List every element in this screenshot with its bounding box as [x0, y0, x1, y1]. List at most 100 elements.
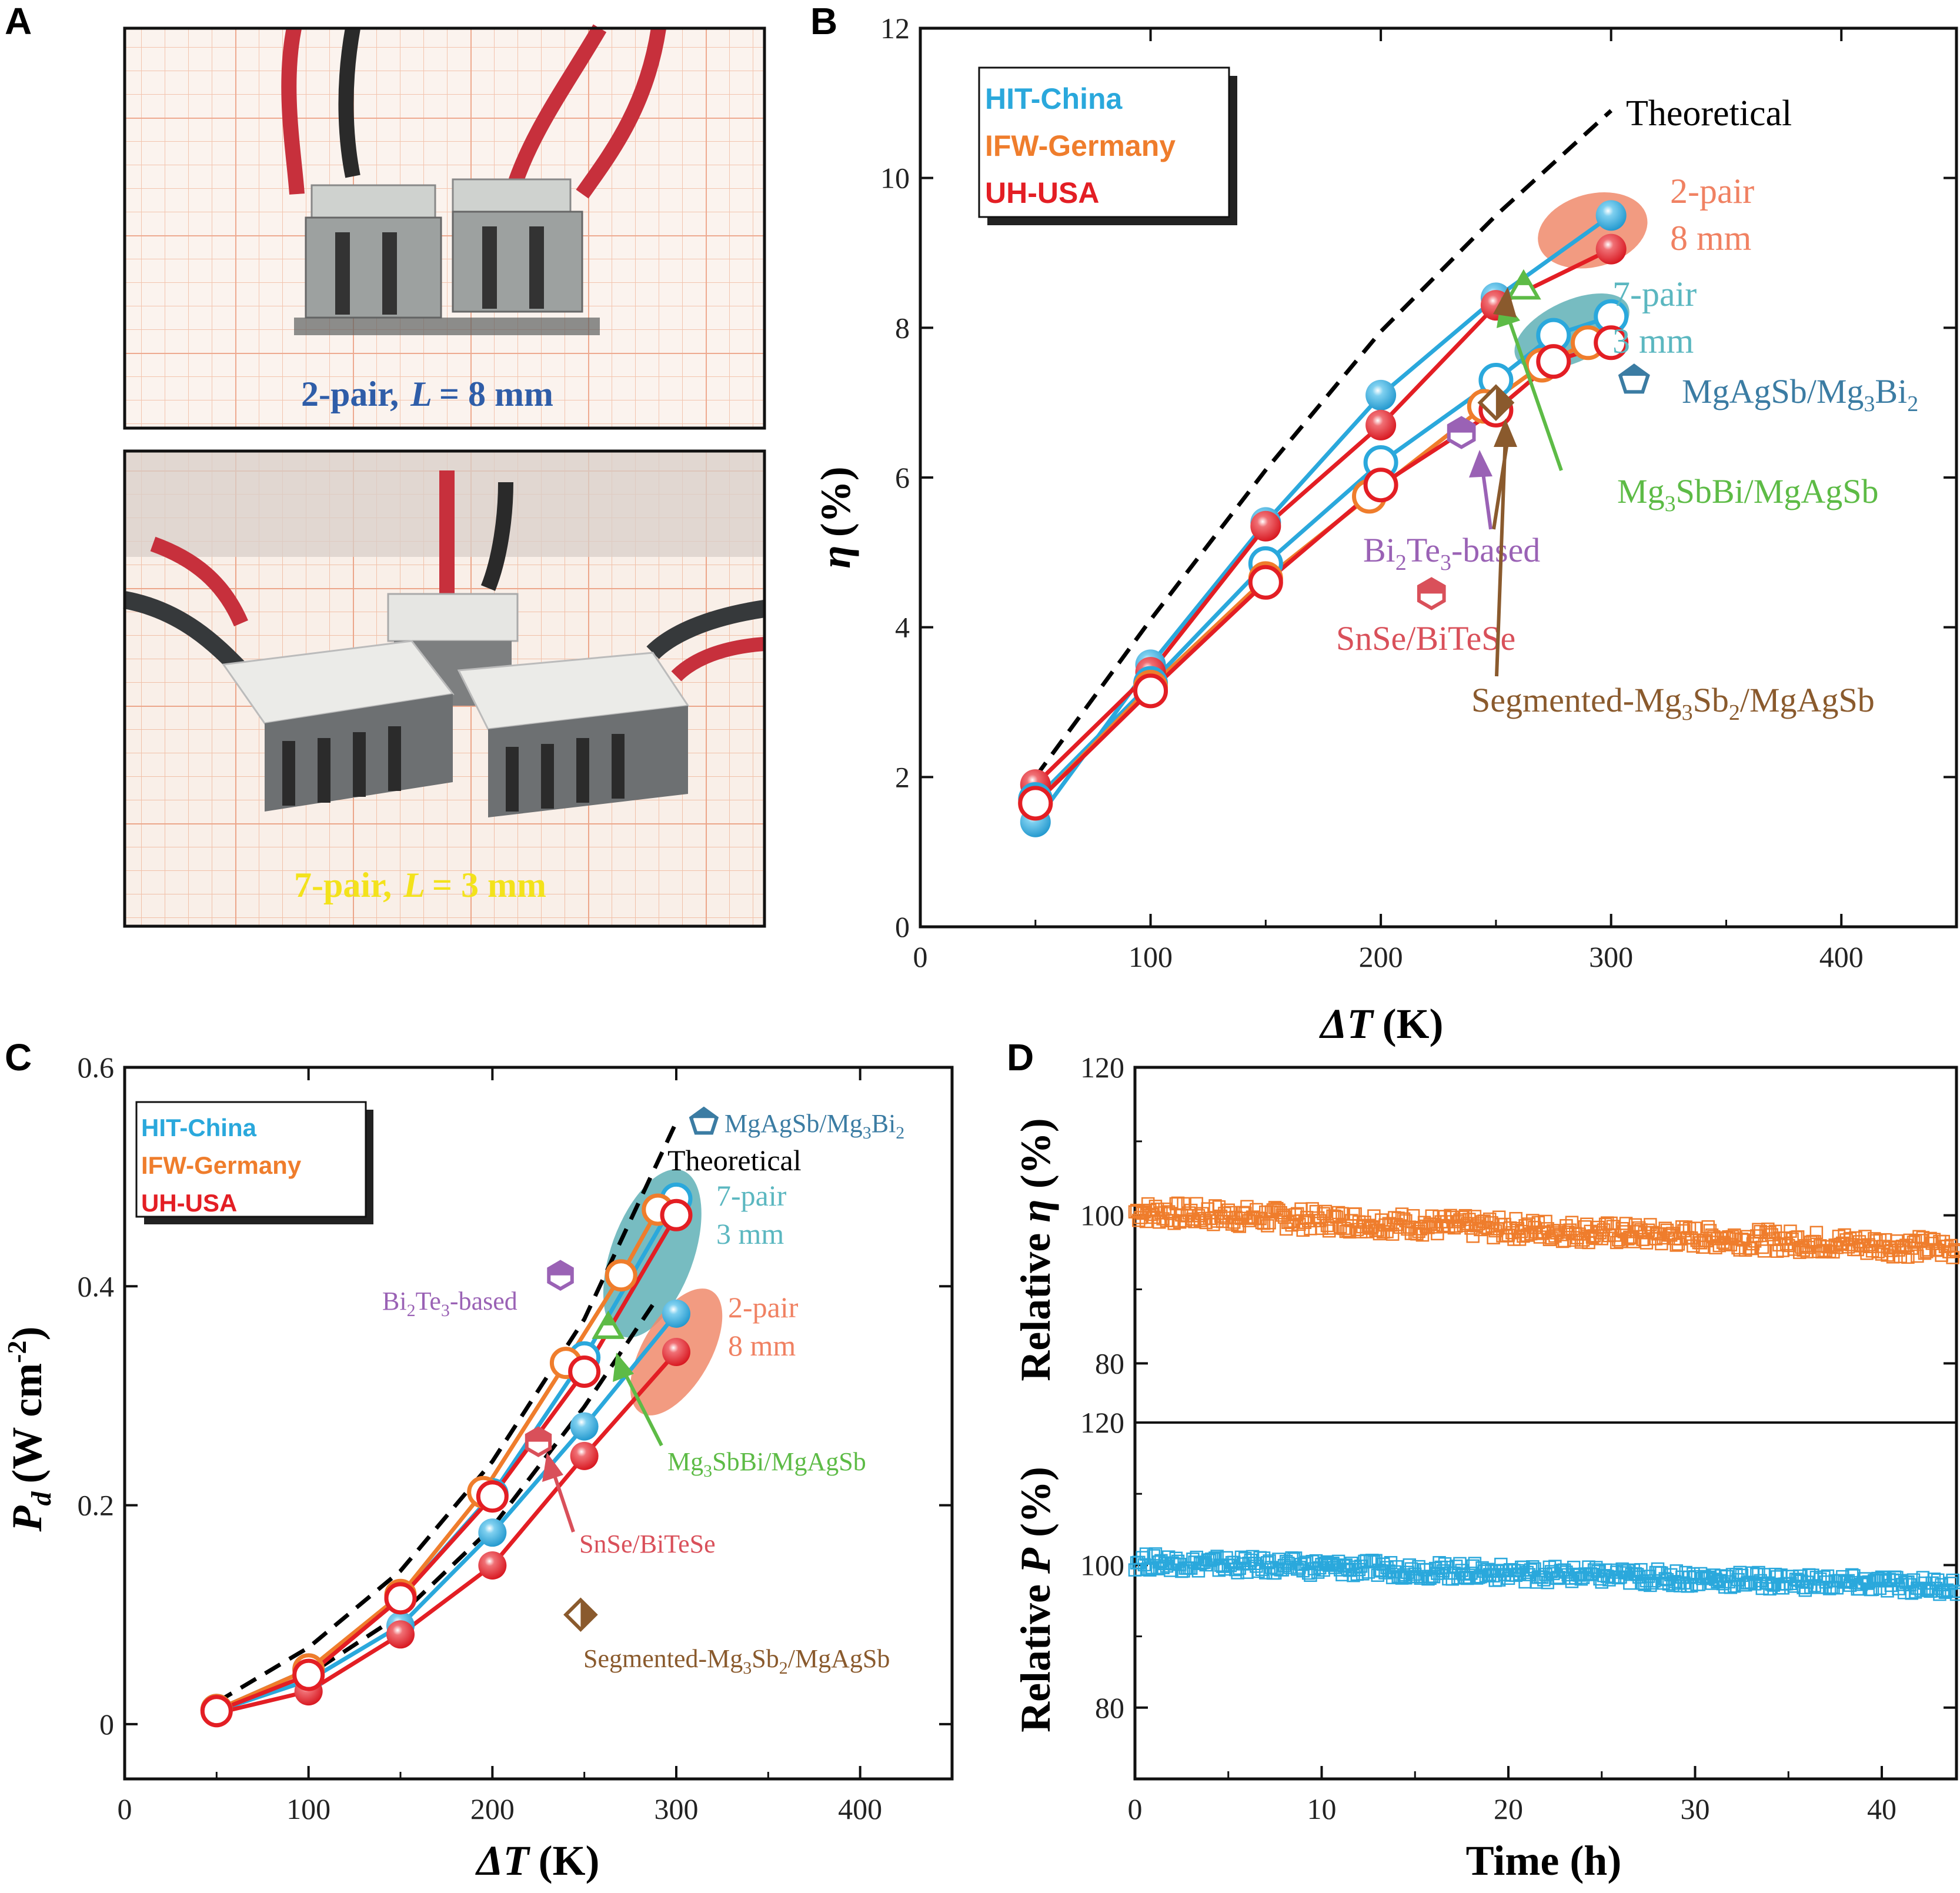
c-point-uh-open [476, 1480, 509, 1513]
chart-b-ylabel: η(%) [812, 466, 859, 568]
d-point-eta [1250, 1203, 1263, 1217]
b-ref-mg3sbbi-mgagsb [1506, 269, 1541, 300]
legend-c-ifw: IFW-Germany [141, 1151, 302, 1179]
d-point-eta [1727, 1228, 1741, 1242]
b-point-uh-open [1536, 344, 1571, 379]
c-theoretical-line-0 [215, 1121, 679, 1704]
c-point-uh-filled [570, 1441, 599, 1470]
d-point-p [1949, 1587, 1960, 1601]
c-ref-mgagsb-mg3bi2-fill [691, 1109, 717, 1119]
label-b-7pair-len: 3 mm [1612, 322, 1694, 360]
c-point-hit-filled [570, 1412, 599, 1441]
b-ytick-label: 2 [895, 760, 910, 793]
c-series-line-uh-filled [216, 1350, 678, 1715]
label-c-bi2te3: Bi2Te3-based [382, 1287, 517, 1320]
d-point-p [1468, 1557, 1482, 1570]
b-point-uh-open [1018, 786, 1053, 821]
label-c-segmented: Segmented-Mg3Sb2/MgAgSb [583, 1644, 890, 1678]
legend-c-hit: HIT-China [141, 1114, 257, 1141]
d-point-eta [1948, 1243, 1960, 1257]
label-c-snse: SnSe/BiTeSe [579, 1530, 716, 1558]
chart-c-xlabel: ΔT (K) [475, 1837, 599, 1884]
c-xtick-label: 400 [838, 1792, 882, 1825]
c-point-ifw-open [605, 1259, 637, 1292]
d-point-eta [1331, 1206, 1345, 1220]
b-ytick-label: 6 [895, 461, 910, 494]
b-point-uh-open [1363, 468, 1398, 503]
c-point-uh-open [660, 1198, 693, 1231]
label-b-7pair: 7-pair [1612, 275, 1697, 313]
b-point-uh-open [1248, 565, 1283, 600]
d-point-eta [1619, 1217, 1633, 1230]
d-ytick-label: 80 [1095, 1347, 1124, 1380]
c-point-uh-open [200, 1695, 233, 1728]
chart-d-xlabel: Time (h) [1466, 1837, 1622, 1884]
label-b-2pair: 2-pair [1670, 172, 1754, 211]
b-ytick-label: 0 [895, 910, 910, 943]
b-xtick-label: 400 [1819, 940, 1864, 973]
b-xtick-label: 200 [1359, 940, 1403, 973]
label-c-7pair: 7-pair [716, 1179, 787, 1212]
b-ref-bi2te3-based-fill [1448, 418, 1474, 433]
d-point-eta [1539, 1214, 1552, 1228]
panel-label-a: A [5, 0, 32, 42]
chart-c-ylabel: Pd(W cm-2) [2, 1327, 57, 1533]
c-ref-mg3sbbi-mgagsb-fill [601, 1314, 615, 1326]
b-series-line-uh-open [1034, 340, 1612, 805]
c-series-line-hit-filled [216, 1312, 678, 1713]
c-xtick-label: 200 [470, 1792, 515, 1825]
chart-c-frame [123, 1066, 954, 1781]
b-point-uh-filled [1595, 233, 1627, 265]
c-ytick-label: 0.6 [78, 1051, 115, 1084]
label-c-2pair: 2-pair [728, 1291, 799, 1324]
b-ref-segmented-mg3sb2-mgagsb-fill [1495, 386, 1512, 419]
d-point-p [1251, 1564, 1265, 1578]
d-ytick-label: 80 [1095, 1691, 1124, 1724]
b-xtick-label: 0 [913, 940, 928, 973]
d-xtick-label: 30 [1681, 1792, 1710, 1825]
d-xtick-label: 10 [1307, 1792, 1337, 1825]
b-point-hit-filled [1595, 200, 1627, 231]
d-point-eta [1406, 1209, 1420, 1223]
c-point-uh-filled [478, 1551, 507, 1580]
d-point-p [1651, 1562, 1665, 1576]
d-point-eta [1595, 1232, 1608, 1246]
d-point-eta [1627, 1235, 1640, 1248]
d-xtick-label: 40 [1867, 1792, 1896, 1825]
d-point-eta [1765, 1228, 1778, 1241]
d-point-eta [1348, 1207, 1362, 1221]
panel-label-d: D [1007, 1036, 1034, 1079]
d-point-p [1845, 1568, 1859, 1582]
d-point-eta [1367, 1209, 1381, 1223]
legend-b-uh: UH-USA [985, 176, 1099, 209]
label-c-7pair-len: 3 mm [716, 1217, 784, 1250]
label-c-2pair-len: 8 mm [728, 1329, 796, 1362]
label-b-mgagsb-mg3bi2: MgAgSb/Mg3Bi2 [1682, 372, 1918, 416]
d-point-p [1763, 1582, 1777, 1596]
b-xtick-label: 300 [1589, 940, 1633, 973]
c-ytick-label: 0 [99, 1708, 114, 1741]
c-point-uh-filled [386, 1620, 415, 1649]
chart-d-top-ylabel: Relative η (%) [1012, 1118, 1059, 1381]
d-point-eta [1153, 1215, 1166, 1229]
label-b-bi2te3: Bi2Te3-based [1363, 531, 1540, 575]
c-xtick-label: 300 [655, 1792, 699, 1825]
d-point-eta [1901, 1250, 1915, 1264]
d-point-eta [1755, 1240, 1769, 1254]
b-ytick-label: 10 [880, 162, 910, 195]
d-point-eta [1509, 1211, 1522, 1226]
label-c-mg3sbbi: Mg3SbBi/MgAgSb [667, 1447, 866, 1481]
chart-d-bottom-ylabel: Relative P (%) [1012, 1467, 1059, 1732]
d-point-eta [1466, 1230, 1480, 1243]
c-point-uh-filled [662, 1338, 690, 1366]
c-series-line-uh-open [216, 1214, 679, 1713]
d-point-p [1143, 1563, 1157, 1577]
b-point-hit-filled [1365, 379, 1397, 410]
chart-c-legend: HIT-China IFW-Germany UH-USA [135, 1101, 373, 1224]
label-c-mgagsb-mg3bi2: MgAgSb/Mg3Bi2 [724, 1109, 904, 1143]
c-ytick-label: 0.2 [78, 1489, 115, 1522]
c-xtick-label: 0 [118, 1792, 132, 1825]
b-ref-mgagsb-mg3bi2-fill [1620, 365, 1648, 376]
b-ytick-label: 12 [880, 12, 910, 45]
d-point-eta [1809, 1226, 1824, 1240]
